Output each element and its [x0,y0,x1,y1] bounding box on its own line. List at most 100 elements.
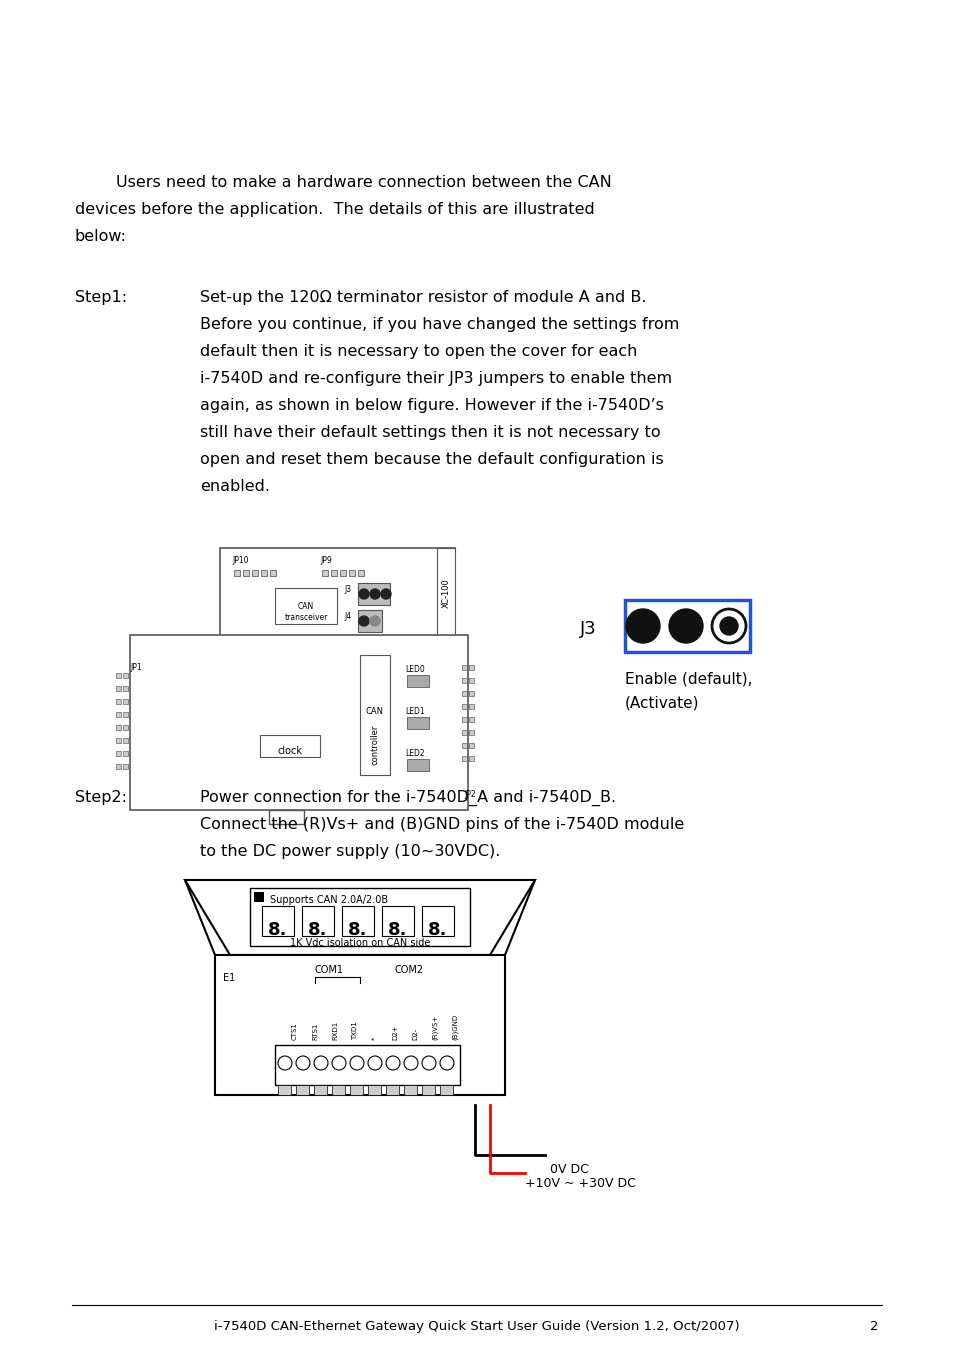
Bar [421,906,454,936]
Circle shape [332,1056,346,1071]
Circle shape [358,589,369,599]
Circle shape [386,1056,399,1071]
Text: J3: J3 [344,585,351,594]
Bar [253,892,264,902]
Bar [461,717,467,722]
Text: JP9: JP9 [319,556,332,566]
Circle shape [370,616,379,626]
Circle shape [358,616,369,626]
Bar [302,906,334,936]
Text: JP1: JP1 [130,663,141,672]
Circle shape [668,609,702,643]
Bar [331,570,336,576]
Text: Enable (default),: Enable (default), [624,672,752,687]
Bar [357,610,381,632]
Bar [357,570,364,576]
Text: (Activate): (Activate) [624,695,699,710]
Bar [277,1085,291,1095]
Bar [123,674,128,678]
Bar [407,717,429,729]
Text: D2-: D2- [412,1027,417,1040]
Bar [270,570,275,576]
Bar [123,711,128,717]
Bar [624,599,749,652]
Text: 8.: 8. [308,921,328,940]
Text: to the DC power supply (10~30VDC).: to the DC power supply (10~30VDC). [200,844,500,859]
Text: RXD1: RXD1 [332,1021,337,1040]
Text: J3: J3 [579,620,597,639]
Circle shape [295,1056,310,1071]
Circle shape [350,1056,364,1071]
Bar [349,570,355,576]
Bar [469,743,474,748]
Text: LED2: LED2 [405,749,424,757]
Circle shape [720,617,738,634]
Bar [116,686,121,691]
Text: enabled.: enabled. [200,479,270,494]
Text: Set-up the 120Ω terminator resistor of module A and B.: Set-up the 120Ω terminator resistor of m… [200,290,646,305]
Bar [116,751,121,756]
Bar [261,570,267,576]
Text: again, as shown in below figure. However if the i-7540D’s: again, as shown in below figure. However… [200,398,663,413]
Text: COM2: COM2 [395,965,424,975]
Text: open and reset them because the default configuration is: open and reset them because the default … [200,452,663,467]
Bar [269,810,304,824]
Bar [469,691,474,697]
Bar [469,703,474,709]
Circle shape [711,609,745,643]
Text: (B)GND: (B)GND [452,1014,457,1040]
Bar [274,589,336,624]
Text: TXD1: TXD1 [352,1021,357,1040]
Bar [116,738,121,742]
Bar [252,570,257,576]
Bar [233,570,240,576]
Circle shape [314,1056,328,1071]
Circle shape [380,589,391,599]
Text: default then it is necessary to open the cover for each: default then it is necessary to open the… [200,344,637,359]
Bar [357,583,390,605]
Bar [461,756,467,761]
Circle shape [625,609,659,643]
Bar [469,666,474,670]
Text: 2: 2 [869,1320,878,1332]
Text: E1: E1 [223,973,235,983]
Bar [421,1085,435,1095]
Bar [123,738,128,742]
Bar [461,730,467,734]
Text: controller: controller [370,725,379,765]
Text: i-7540D CAN-Ethernet Gateway Quick Start User Guide (Version 1.2, Oct/2007): i-7540D CAN-Ethernet Gateway Quick Start… [214,1320,739,1332]
Text: 0V DC: 0V DC [550,1162,588,1176]
Bar [461,743,467,748]
Text: JP2: JP2 [463,790,476,799]
Text: LED0: LED0 [405,666,424,674]
Bar [469,756,474,761]
Bar [269,810,304,824]
Text: 8.: 8. [348,921,367,940]
Text: still have their default settings then it is not necessary to: still have their default settings then i… [200,425,659,440]
Text: 8.: 8. [268,921,288,940]
Text: D2+: D2+ [392,1025,397,1040]
Bar [130,634,468,810]
Text: Before you continue, if you have changed the settings from: Before you continue, if you have changed… [200,317,679,332]
Text: RTS1: RTS1 [312,1023,317,1040]
Bar [250,888,470,946]
Text: CAN: CAN [366,707,384,716]
Bar [220,548,455,639]
Circle shape [711,609,745,643]
Text: COM1: COM1 [314,965,344,975]
Text: Users need to make a hardware connection between the CAN: Users need to make a hardware connection… [75,176,611,190]
Text: i-7540D and re-configure their JP3 jumpers to enable them: i-7540D and re-configure their JP3 jumpe… [200,371,672,386]
Text: Connect the (R)Vs+ and (B)GND pins of the i-7540D module: Connect the (R)Vs+ and (B)GND pins of th… [200,817,683,832]
Polygon shape [185,880,535,954]
Text: 8.: 8. [428,921,447,940]
Circle shape [368,1056,381,1071]
Bar [469,717,474,722]
Text: 1K Vdc isolation on CAN side: 1K Vdc isolation on CAN side [290,938,430,948]
Text: Power connection for the i-7540D_A and i-7540D_B.: Power connection for the i-7540D_A and i… [200,790,616,806]
Bar [368,1085,380,1095]
Bar [260,734,319,757]
Text: Step2:: Step2: [75,790,127,805]
Bar [322,570,328,576]
Bar [461,678,467,683]
Bar [386,1085,398,1095]
